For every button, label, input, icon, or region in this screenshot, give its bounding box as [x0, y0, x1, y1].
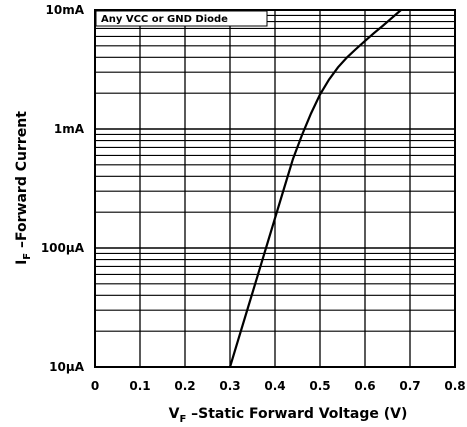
- x-tick-label: 0.2: [174, 379, 195, 393]
- y-tick-label: 10mA: [46, 3, 85, 17]
- y-tick-label: 1mA: [54, 122, 85, 136]
- y-axis-label-sub: F: [22, 253, 33, 260]
- x-axis-label-sub: F: [179, 414, 186, 425]
- x-tick-label: 0.3: [219, 379, 240, 393]
- x-tick-label: 0.6: [354, 379, 375, 393]
- x-tick-labels: 0 0.1 0.2 0.3 0.4 0.5 0.6 0.7 0.8: [91, 379, 466, 393]
- x-tick-label: 0.1: [129, 379, 150, 393]
- y-tick-labels: 10mA 1mA 100µA 10µA: [41, 3, 85, 374]
- x-tick-label: 0.4: [264, 379, 285, 393]
- x-axis-label-main: V: [169, 406, 180, 422]
- y-tick-label: 100µA: [41, 241, 85, 255]
- x-tick-label: 0.7: [399, 379, 420, 393]
- y-axis-label: IF –Forward Current: [14, 111, 33, 265]
- y-axis-label-rest: –Forward Current: [14, 111, 30, 253]
- series-line: [228, 9, 402, 368]
- x-axis-label: VF –Static Forward Voltage (V): [169, 406, 408, 425]
- x-tick-label: 0.5: [309, 379, 330, 393]
- plot-frame: [94, 9, 456, 368]
- legend-annotation: Any VCC or GND Diode: [101, 14, 228, 25]
- x-axis-label-rest: –Static Forward Voltage (V): [186, 406, 407, 422]
- x-tick-label: 0.8: [444, 379, 465, 393]
- x-tick-label: 0: [91, 379, 99, 393]
- y-tick-label: 10µA: [49, 360, 85, 374]
- grid-lines: [95, 10, 455, 367]
- y-axis-label-main: I: [14, 260, 30, 265]
